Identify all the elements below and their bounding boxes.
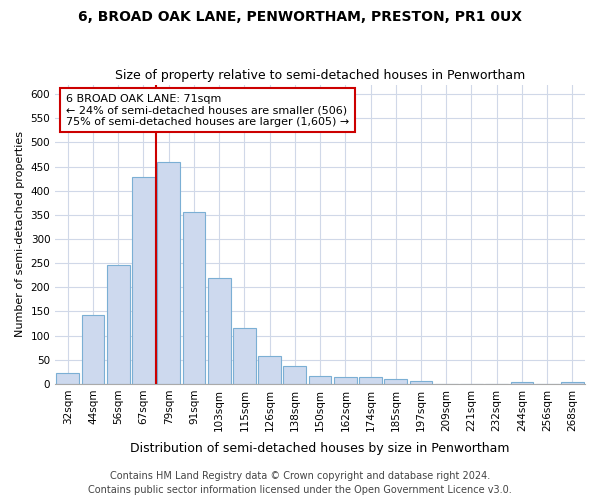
Bar bbox=[56, 374, 79, 384]
Bar bbox=[359, 377, 382, 384]
Bar bbox=[561, 382, 584, 384]
Title: Size of property relative to semi-detached houses in Penwortham: Size of property relative to semi-detach… bbox=[115, 69, 525, 82]
Bar bbox=[208, 278, 230, 384]
Bar bbox=[410, 381, 433, 384]
Bar bbox=[157, 162, 180, 384]
Bar bbox=[107, 265, 130, 384]
Bar bbox=[132, 177, 155, 384]
Bar bbox=[309, 376, 331, 384]
Bar bbox=[334, 377, 356, 384]
Y-axis label: Number of semi-detached properties: Number of semi-detached properties bbox=[15, 131, 25, 337]
Bar bbox=[233, 328, 256, 384]
Bar bbox=[283, 366, 306, 384]
X-axis label: Distribution of semi-detached houses by size in Penwortham: Distribution of semi-detached houses by … bbox=[130, 442, 510, 455]
Bar bbox=[182, 212, 205, 384]
Bar bbox=[511, 382, 533, 384]
Bar bbox=[385, 379, 407, 384]
Bar bbox=[258, 356, 281, 384]
Text: Contains HM Land Registry data © Crown copyright and database right 2024.
Contai: Contains HM Land Registry data © Crown c… bbox=[88, 471, 512, 495]
Text: 6, BROAD OAK LANE, PENWORTHAM, PRESTON, PR1 0UX: 6, BROAD OAK LANE, PENWORTHAM, PRESTON, … bbox=[78, 10, 522, 24]
Bar bbox=[82, 315, 104, 384]
Text: 6 BROAD OAK LANE: 71sqm
← 24% of semi-detached houses are smaller (506)
75% of s: 6 BROAD OAK LANE: 71sqm ← 24% of semi-de… bbox=[66, 94, 349, 126]
